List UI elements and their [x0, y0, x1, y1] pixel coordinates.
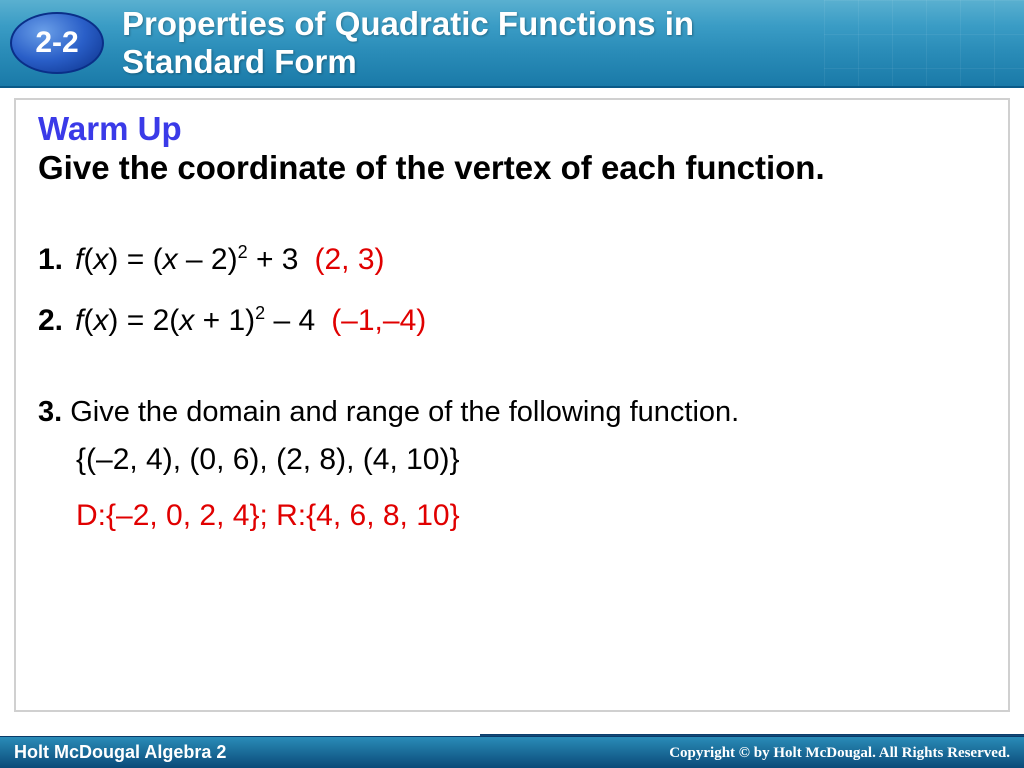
lesson-number-badge: 2-2 [10, 12, 104, 74]
lesson-number: 2-2 [35, 26, 78, 60]
footer-book-title: Holt McDougal Algebra 2 [14, 742, 226, 763]
problem-set: {(–2, 4), (0, 6), (2, 8), (4, 10)} [76, 443, 986, 477]
problem-answer: (–1,–4) [331, 304, 426, 338]
problem-text: Give the domain and range of the followi… [70, 396, 739, 429]
problem-equation: f(x) = (x – 2)2 + 3 [75, 242, 298, 277]
problem-number: 1. [38, 243, 63, 277]
problem-equation: f(x) = 2(x + 1)2 – 4 [75, 303, 315, 338]
slide-header: 2-2 Properties of Quadratic Functions in… [0, 0, 1024, 88]
instruction-text: Give the coordinate of the vertex of eac… [38, 148, 986, 188]
title-line-1: Properties of Quadratic Functions in [122, 5, 694, 42]
footer-copyright: Copyright © by Holt McDougal. All Rights… [669, 745, 1010, 762]
slide-footer: Holt McDougal Algebra 2 Copyright © by H… [0, 736, 1024, 768]
problem-answer: D:{–2, 0, 2, 4}; R:{4, 6, 8, 10} [76, 499, 986, 533]
problem-answer: (2, 3) [314, 243, 384, 277]
problem-1: 1. f(x) = (x – 2)2 + 3 (2, 3) [38, 242, 986, 277]
title-line-2: Standard Form [122, 43, 357, 80]
slide-title: Properties of Quadratic Functions in Sta… [122, 5, 694, 81]
warmup-heading: Warm Up [38, 110, 986, 148]
content-area: Warm Up Give the coordinate of the verte… [14, 98, 1010, 712]
problem-2: 2. f(x) = 2(x + 1)2 – 4 (–1,–4) [38, 303, 986, 338]
problem-number: 3. [38, 396, 62, 429]
problem-3: 3. Give the domain and range of the foll… [38, 396, 986, 533]
problem-3-prompt: 3. Give the domain and range of the foll… [38, 396, 986, 429]
problem-number: 2. [38, 304, 63, 338]
